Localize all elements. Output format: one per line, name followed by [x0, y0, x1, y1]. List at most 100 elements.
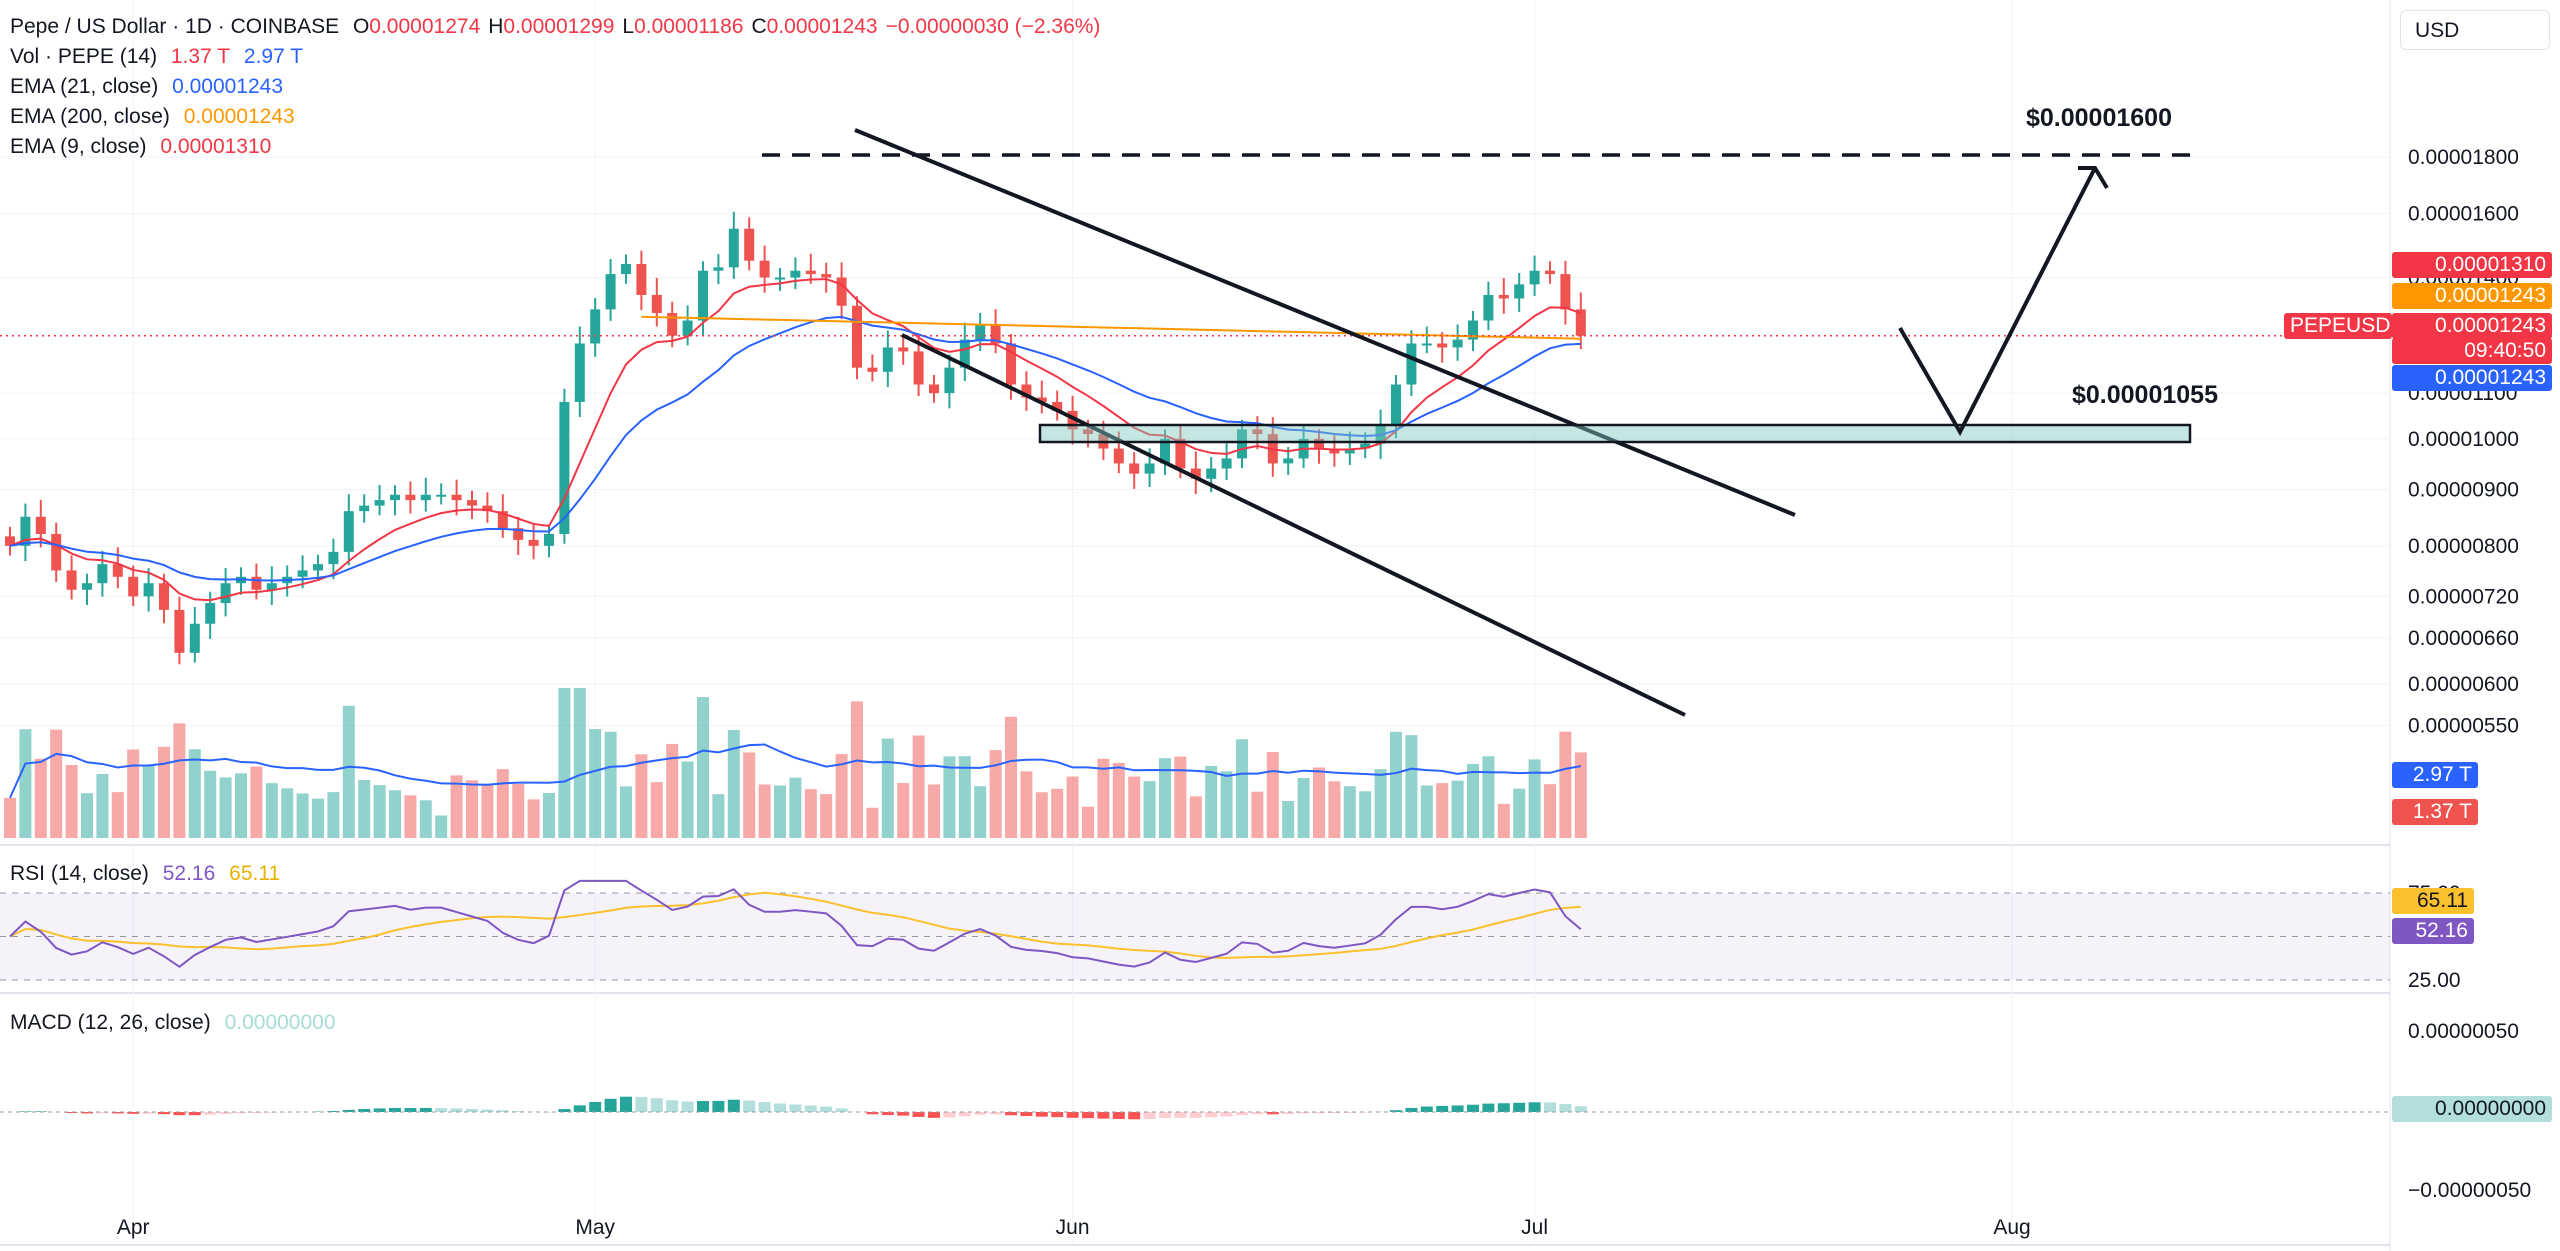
candle-body: [698, 270, 708, 321]
volume-pane: [4, 688, 1587, 838]
low-value: 0.00001186: [634, 15, 744, 38]
candle-body: [497, 511, 508, 529]
countdown-tag: 09:40:50: [2392, 338, 2552, 364]
macd-histogram-bar: [96, 1112, 109, 1114]
macd-histogram-bar: [466, 1108, 478, 1112]
y-tick-label: 0.00001800: [2408, 146, 2519, 169]
currency-button[interactable]: USD: [2400, 10, 2550, 50]
volume-bar: [1482, 756, 1495, 838]
volume-bar: [1266, 752, 1279, 838]
volume-bar: [835, 754, 848, 838]
candle-body: [621, 263, 631, 275]
candle-body: [174, 609, 185, 653]
candle-body: [35, 516, 46, 535]
candle-body: [944, 367, 955, 394]
candle-body: [266, 583, 277, 590]
candle-body: [112, 564, 123, 577]
volume-bar: [1297, 778, 1310, 838]
close-label: C: [751, 15, 767, 38]
macd-histogram-bar: [1128, 1112, 1141, 1120]
macd-histogram-bar: [496, 1110, 509, 1112]
candle-body: [590, 309, 601, 344]
volume-bar: [481, 785, 494, 838]
volume-bar: [928, 784, 940, 838]
candle-body: [251, 576, 262, 590]
macd-histogram-bar: [912, 1112, 925, 1117]
candle-body: [1052, 401, 1063, 411]
candle-body: [482, 505, 493, 512]
volume-bar: [466, 780, 478, 838]
macd-histogram-bar: [173, 1112, 186, 1116]
macd-histogram-bar: [1066, 1112, 1079, 1118]
candle-body: [975, 324, 986, 340]
rsi-pane: [0, 879, 2390, 981]
candle-body: [1036, 397, 1047, 402]
candle-body: [775, 277, 785, 280]
volume-bar: [1528, 759, 1541, 838]
volume-bar: [804, 789, 817, 838]
candle-body: [143, 583, 154, 597]
volume-bar: [1405, 735, 1418, 838]
volume-bar: [1359, 791, 1372, 838]
ema9-legend-value: 0.00001310: [160, 135, 272, 158]
volume-bar: [1082, 806, 1094, 838]
volume-bar: [1020, 771, 1033, 838]
x-tick-label: Jul: [1521, 1216, 1548, 1239]
candle-body: [759, 260, 770, 278]
y-tick-label: 0.00000900: [2408, 478, 2519, 501]
support-zone: [1038, 423, 2192, 444]
y-tick-label: 0.00000660: [2408, 627, 2519, 650]
macd-histogram-bar: [358, 1109, 371, 1112]
candle-body: [1083, 429, 1093, 435]
candle-body: [1437, 343, 1448, 348]
macd-histogram-bar: [758, 1102, 771, 1112]
candle-body: [5, 536, 15, 546]
price-pane: [0, 211, 2390, 665]
ema9-legend-label: EMA (9, close): [10, 135, 147, 158]
y-tick-label: 0.00000600: [2408, 673, 2519, 696]
candle-body: [1067, 410, 1078, 430]
volume-bar: [635, 754, 648, 838]
macd-histogram-bar: [1266, 1112, 1279, 1115]
macd-histogram-bar: [1451, 1105, 1464, 1112]
y-tick-label: 0.00000800: [2408, 535, 2519, 558]
candle-body: [1406, 343, 1417, 385]
volume-bar: [281, 788, 294, 838]
macd-histogram-bar: [1528, 1102, 1541, 1112]
macd-tick-label: 0.00000050: [2408, 1020, 2519, 1043]
candle-body: [651, 294, 662, 314]
volume-bar: [1174, 756, 1187, 838]
volume-bar: [173, 723, 186, 838]
candle-body: [451, 494, 462, 501]
volume-bar: [127, 749, 140, 838]
volume-bar: [573, 688, 586, 838]
volume-bar: [389, 790, 401, 838]
volume-bar: [1467, 763, 1479, 838]
ema200-legend: EMA (200, close) 0.00001243: [10, 104, 303, 130]
candle-body: [959, 339, 970, 368]
macd-histogram-bar: [1405, 1107, 1418, 1112]
symbol-legend: Pepe / US Dollar · 1D · COINBASE O0.0000…: [10, 14, 1116, 40]
macd-histogram-bar: [1544, 1102, 1556, 1112]
candle-body: [220, 583, 231, 604]
macd-histogram-bar: [1097, 1112, 1110, 1119]
channel-upper-line: [854, 128, 1796, 517]
macd-histogram-bar: [450, 1108, 463, 1112]
volume-legend-label: Vol · PEPE (14): [10, 45, 158, 68]
volume-bar: [1220, 771, 1233, 838]
rsi-legend-v1: 52.16: [162, 862, 216, 885]
volume-bar: [881, 738, 894, 838]
volume-bar: [1005, 716, 1017, 838]
price-axis: 0.000018000.000016000.000014000.00001100…: [117, 146, 2531, 1239]
macd-histogram-bar: [943, 1112, 956, 1118]
volume-bar: [1143, 781, 1156, 838]
macd-histogram-bar: [1497, 1103, 1510, 1112]
candle-body: [1421, 343, 1432, 346]
volume-bar: [1159, 758, 1171, 838]
candle-body: [97, 564, 108, 584]
volume-legend: Vol · PEPE (14) 1.37 T 2.97 T: [10, 44, 311, 70]
volume-bar: [727, 729, 740, 838]
rsi-tick-label: 25.00: [2408, 969, 2461, 992]
ema9-line: [9, 278, 1582, 602]
